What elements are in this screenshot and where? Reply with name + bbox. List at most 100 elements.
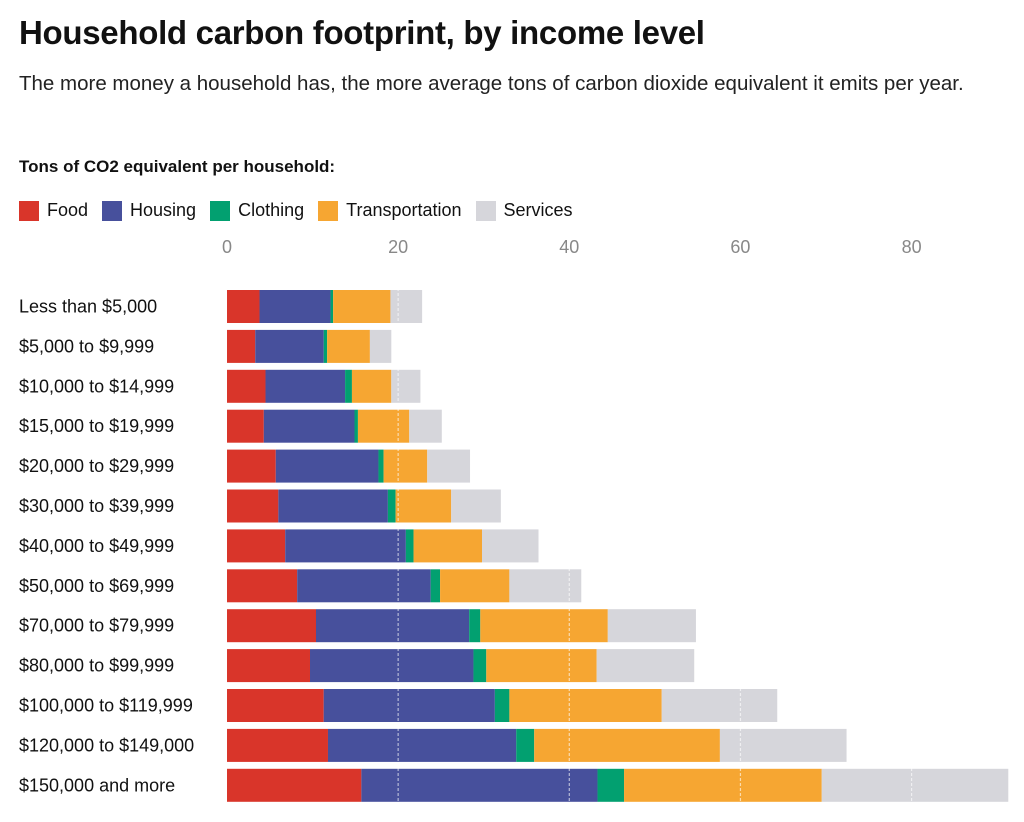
bar-segment-food <box>227 449 276 483</box>
category-label: $10,000 to $14,999 <box>19 376 174 396</box>
bar-segment-food <box>227 609 316 643</box>
bar-segment-clothing <box>473 649 487 683</box>
bar-segment-housing <box>323 689 495 722</box>
legend-label: Housing <box>130 200 197 220</box>
legend-swatch <box>318 200 339 221</box>
category-label: $15,000 to $19,999 <box>19 416 174 436</box>
legend-swatch <box>19 200 39 221</box>
bar-segment-transportation <box>624 768 822 802</box>
bar-segment-food <box>227 689 324 722</box>
bar-segment-transportation <box>327 329 370 363</box>
category-label: $20,000 to $29,999 <box>19 456 174 476</box>
x-tick-label: 60 <box>730 237 750 257</box>
bar-segment-services <box>719 728 847 762</box>
legend-swatch <box>102 200 123 221</box>
legend-item: Clothing <box>210 200 304 221</box>
bar-segment-housing <box>278 489 388 523</box>
bar-segment-services <box>821 768 1009 802</box>
bar-segment-services <box>369 329 392 363</box>
legend-swatch <box>475 200 496 221</box>
bar-segment-housing <box>265 369 346 403</box>
category-label: $30,000 to $39,999 <box>19 496 174 516</box>
bar-segment-food <box>227 329 256 363</box>
legend-item: Food <box>19 200 88 221</box>
bar-segment-clothing <box>516 728 535 762</box>
bar-segment-services <box>409 409 442 443</box>
category-label: $5,000 to $9,999 <box>19 336 154 356</box>
bar-segment-food <box>227 649 311 683</box>
bar-segment-housing <box>255 329 324 363</box>
legend-label: Transportation <box>346 200 462 220</box>
bar-segment-food <box>227 728 328 762</box>
bar-segment-food <box>227 768 362 802</box>
bar-segment-food <box>227 529 286 563</box>
bar-segment-clothing <box>387 489 396 523</box>
bar-segment-clothing <box>430 569 441 603</box>
bar-segment-clothing <box>323 329 328 363</box>
bar-segment-transportation <box>480 609 608 643</box>
category-label: $40,000 to $49,999 <box>19 536 174 556</box>
bar-segment-services <box>661 689 778 722</box>
bar-segment-housing <box>315 609 470 643</box>
bar-segment-clothing <box>469 609 481 643</box>
bar-segment-transportation <box>440 569 510 603</box>
bar-segment-transportation <box>413 529 483 563</box>
legend-item: Housing <box>102 200 196 221</box>
bar-segment-clothing <box>597 768 625 802</box>
bar-segment-clothing <box>330 290 334 323</box>
category-label: $150,000 and more <box>19 775 175 795</box>
legend-title: Tons of CO2 equivalent per household: <box>19 157 336 176</box>
bar-segment-housing <box>361 768 598 802</box>
legend-label: Clothing <box>238 200 305 220</box>
bar-segment-housing <box>259 290 331 323</box>
bar-segment-transportation <box>333 290 391 323</box>
bar-segment-transportation <box>486 649 597 683</box>
bar-segment-services <box>607 609 696 643</box>
bar-segment-services <box>596 649 695 683</box>
category-label: $50,000 to $69,999 <box>19 576 174 596</box>
legend: Food Housing Clothing Transportation Service… <box>19 200 587 221</box>
legend-label: Services <box>503 200 573 220</box>
bar-segment-services <box>482 529 539 563</box>
bar-segment-housing <box>327 728 517 762</box>
bar-segment-food <box>227 369 266 403</box>
category-label: $100,000 to $119,999 <box>19 696 193 716</box>
x-tick-label: 40 <box>559 237 579 257</box>
legend-label: Food <box>47 200 89 220</box>
bar-segment-housing <box>310 649 474 683</box>
category-label: Less than $5,000 <box>19 297 157 317</box>
legend-item: Transportation <box>318 200 462 221</box>
bar-segment-clothing <box>405 529 414 563</box>
bar-segment-clothing <box>354 409 358 443</box>
bar-segment-housing <box>285 529 406 563</box>
bar-segment-housing <box>297 569 431 603</box>
bar-segment-transportation <box>383 449 428 483</box>
bar-segment-food <box>227 290 260 323</box>
bar-segment-transportation <box>509 689 662 722</box>
chart-title: Household carbon footprint, by income le… <box>19 14 705 51</box>
bar-segment-food <box>227 409 264 443</box>
bar-segment-clothing <box>378 449 384 483</box>
legend-swatch <box>210 200 231 221</box>
bar-segment-services <box>451 489 501 523</box>
bar-segment-transportation <box>395 489 452 523</box>
x-tick-label: 80 <box>902 237 922 257</box>
bar-segment-housing <box>263 409 355 443</box>
bar-segment-food <box>227 489 279 523</box>
bar-segment-services <box>390 290 423 323</box>
chart-subtitle: The more money a household has, the more… <box>19 72 964 95</box>
bar-segment-food <box>227 569 298 603</box>
bar-segment-services <box>509 569 582 603</box>
x-tick-label: 20 <box>388 237 408 257</box>
x-tick-label: 0 <box>222 237 232 257</box>
bar-segment-services <box>391 369 421 403</box>
category-label: $80,000 to $99,999 <box>19 656 174 676</box>
bar-segment-transportation <box>357 409 410 443</box>
category-label: $120,000 to $149,000 <box>19 735 194 755</box>
bar-segment-transportation <box>534 728 720 762</box>
bar-segment-transportation <box>351 369 392 403</box>
bar-segment-clothing <box>345 369 352 403</box>
category-label: $70,000 to $79,999 <box>19 616 174 636</box>
bar-segment-housing <box>275 449 379 483</box>
